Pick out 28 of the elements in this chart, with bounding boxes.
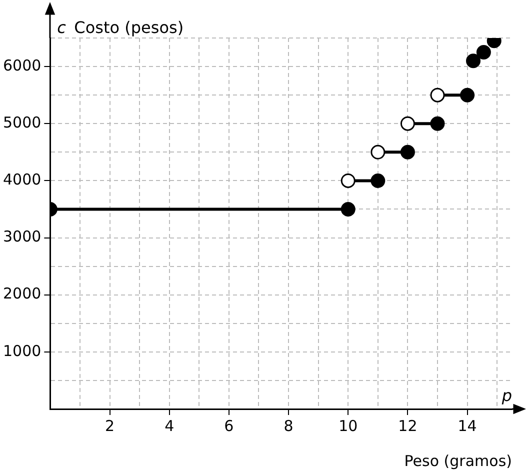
x-axis-title: Peso (gramos) <box>404 452 512 470</box>
y-tick-label: 6000 <box>2 56 42 74</box>
y-axis-title: Costo (pesos) <box>74 18 184 37</box>
point <box>340 173 356 188</box>
x-tick-label: 6 <box>224 416 234 435</box>
point <box>460 88 475 102</box>
y-tick-label: 1000 <box>2 342 42 360</box>
x-tick-label: 12 <box>398 416 418 435</box>
y-tick-label: 3000 <box>2 228 42 246</box>
point <box>370 144 386 160</box>
y-tick-label: 4000 <box>2 170 42 189</box>
x-tick-label: 8 <box>284 416 294 435</box>
point <box>430 88 445 102</box>
x-tick-label: 4 <box>164 416 174 435</box>
point <box>476 45 491 60</box>
annotation: p <box>500 386 512 405</box>
point <box>400 144 415 160</box>
x-tick-label: 10 <box>338 416 358 435</box>
y-tick-label: 5000 <box>2 114 42 132</box>
point <box>340 202 356 216</box>
point <box>400 116 415 131</box>
point <box>370 173 386 188</box>
point <box>466 54 481 68</box>
y-tick-label: 2000 <box>2 284 42 303</box>
x-tick-label: 14 <box>458 416 477 435</box>
text: c <box>57 18 66 37</box>
point <box>430 116 445 131</box>
x-tick-label: 2 <box>104 416 115 435</box>
